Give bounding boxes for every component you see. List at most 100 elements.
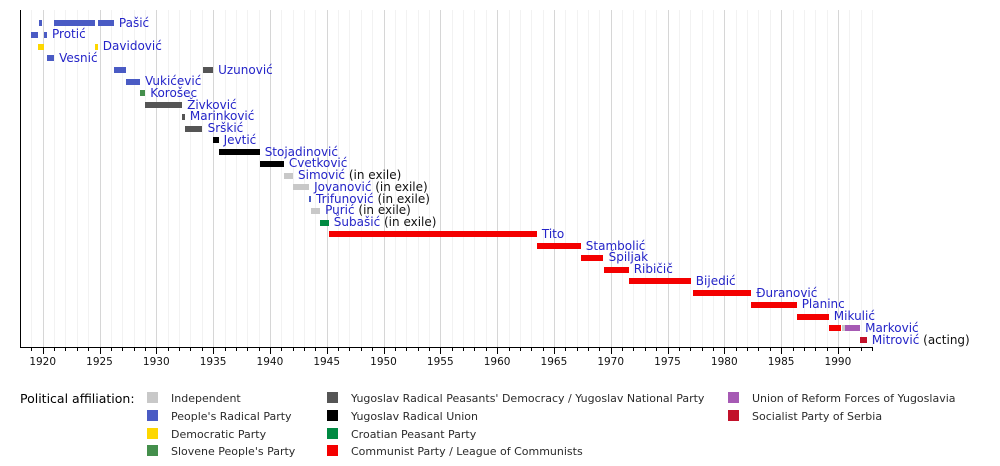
legend-label: Union of Reform Forces of Yugoslavia: [752, 392, 956, 405]
gridline-major: [781, 10, 783, 347]
axis-tick-label: 1940: [256, 356, 284, 368]
pm-label: Simović (in exile): [298, 169, 401, 182]
timeline-bar-marković: [845, 325, 861, 332]
axis-tick: [713, 348, 714, 351]
gridline-major: [667, 10, 669, 347]
axis-tick: [122, 348, 124, 351]
axis-tick: [440, 348, 442, 354]
timeline-bar-ribičič: [603, 266, 629, 273]
axis-tick: [167, 348, 169, 351]
timeline-bar-špiljak: [580, 254, 604, 261]
gridline-major: [724, 10, 726, 347]
pm-label: Vesnić: [59, 51, 97, 65]
axis-tick: [803, 348, 805, 351]
gridline-minor: [133, 10, 135, 347]
axis-tick: [417, 348, 419, 351]
pm-label: Marković: [865, 320, 919, 335]
axis-tick: [65, 348, 67, 351]
gridline-minor: [224, 10, 226, 347]
timeline-bar-purić: [311, 207, 321, 214]
axis-tick-label: 1980: [710, 356, 738, 368]
axis-tick-label: 1985: [767, 356, 795, 368]
axis-tick: [190, 348, 192, 351]
timeline-bar-davidović: [94, 43, 98, 50]
axis-tick: [281, 348, 283, 351]
gridline-minor: [76, 10, 78, 347]
pm-name: Đuranović: [756, 285, 818, 300]
pm-name: Mitrović: [871, 332, 920, 347]
gridline-minor: [190, 10, 192, 347]
axis-tick: [610, 348, 612, 354]
axis-tick: [360, 348, 362, 351]
timeline-bar-jovanović: [293, 184, 310, 191]
gridline-minor: [179, 10, 180, 347]
timeline-bar-trifunović: [309, 196, 312, 203]
gridline-minor: [576, 10, 578, 347]
gridline-minor: [167, 10, 169, 347]
timeline-bar-živković: [145, 102, 183, 109]
pm-name: Uzunović: [218, 62, 273, 77]
pm-name: Marković: [865, 320, 919, 335]
legend-swatch-yugoslav_radical_union: [327, 409, 338, 421]
legend-swatch-croatian_peasant: [327, 427, 338, 439]
pm-status-suffix: (in exile): [345, 168, 402, 183]
axis-tick: [247, 348, 249, 351]
axis-tick-label: 1960: [483, 356, 511, 368]
gridline-minor: [417, 10, 419, 347]
gridline-major: [610, 10, 612, 347]
pm-name: Stambolić: [585, 238, 646, 253]
gridline-major: [553, 10, 555, 347]
axis-tick: [31, 348, 33, 351]
pm-label: Pašić: [119, 16, 149, 30]
pm-label: Korošec: [150, 86, 197, 100]
axis-tick: [792, 348, 794, 351]
y-axis-line: [20, 10, 21, 348]
gridline-minor: [451, 10, 453, 347]
gridline-minor: [463, 10, 464, 347]
gridline-minor: [110, 10, 112, 347]
gridline-minor: [122, 10, 124, 347]
axis-tick: [724, 348, 726, 354]
timeline-bar-đuranović: [692, 290, 752, 296]
pm-name: Planinc: [801, 297, 845, 312]
axis-tick-label: 1955: [426, 356, 454, 368]
gridline-minor: [485, 10, 487, 347]
timeline-bar-vesnić: [47, 55, 54, 62]
legend-label: Yugoslav Radical Peasants' Democracy / Y…: [351, 392, 705, 405]
axis-tick-label: 1970: [597, 356, 625, 368]
gridline-minor: [292, 10, 294, 347]
gridline-major: [383, 10, 385, 347]
axis-tick: [42, 348, 44, 354]
gridline-minor: [644, 10, 646, 347]
gridline-major: [326, 10, 328, 347]
axis-tick: [451, 348, 453, 351]
pm-name: Bijedić: [695, 273, 736, 288]
gridline-minor: [258, 10, 260, 347]
gridline-minor: [849, 10, 851, 347]
gridline-major: [42, 10, 44, 347]
gridline-minor: [360, 10, 362, 347]
legend-title: Political affiliation:: [20, 391, 135, 406]
timeline-bar-cvetković: [259, 160, 284, 167]
pm-label: Davidović: [103, 40, 162, 53]
axis-tick: [508, 348, 510, 351]
axis-tick: [315, 348, 317, 351]
timeline-bar-šubašić: [320, 219, 329, 226]
gridline-minor: [633, 10, 635, 347]
pm-label: Protić: [52, 28, 86, 41]
gridline-minor: [792, 10, 794, 347]
legend-swatch-reform_forces: [728, 392, 739, 403]
timeline-bar-protić: [31, 31, 39, 38]
gridline-minor: [565, 10, 567, 347]
pm-status-suffix: (in exile): [354, 203, 411, 218]
axis-tick: [701, 348, 703, 351]
gridline-minor: [474, 10, 476, 347]
gridline-minor: [201, 10, 203, 347]
timeline-bar-stojadinović: [218, 149, 260, 156]
gridline-minor: [769, 10, 771, 347]
axis-tick: [406, 348, 408, 351]
gridline-minor: [758, 10, 760, 347]
axis-tick-label: 1930: [142, 356, 170, 368]
axis-tick: [326, 348, 328, 354]
legend-swatch-communist: [327, 445, 338, 457]
